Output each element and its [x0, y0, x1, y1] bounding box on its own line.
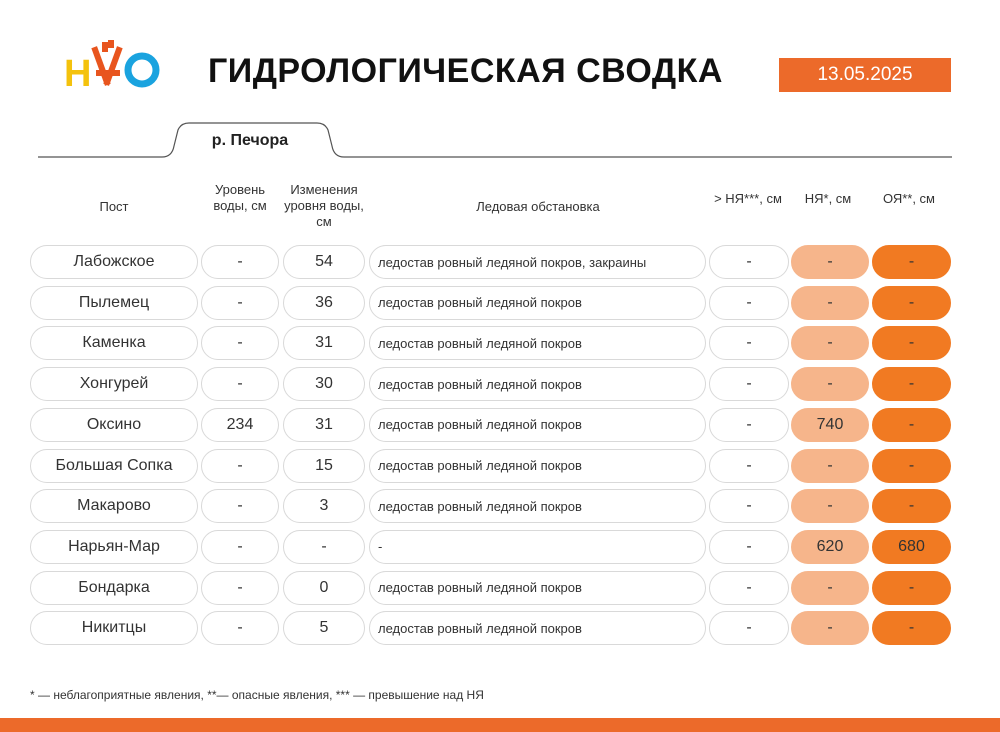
cell-above: -	[709, 448, 789, 483]
river-tab[interactable]: р. Печора	[211, 132, 289, 149]
page-title: ГИДРОЛОГИЧЕСКАЯ СВОДКА	[208, 52, 723, 90]
cell-above: -	[709, 529, 789, 564]
cell-post: Нарьян-Мар	[30, 529, 198, 564]
cell-change: 31	[283, 326, 365, 361]
cell-post: Лабожское	[30, 245, 198, 279]
cell-oy: -	[872, 367, 951, 402]
nao-logo: Н	[64, 40, 160, 92]
cell-change: 3	[283, 489, 365, 524]
cell-ny: -	[791, 611, 869, 646]
cell-ny: -	[791, 570, 869, 605]
cell-above: -	[709, 285, 789, 320]
cell-ice: ледостав ровный ледяной покров	[369, 489, 706, 524]
cell-post: Макарово	[30, 489, 198, 524]
col-header-level: Уровень воды, см	[213, 182, 267, 213]
cell-change: 0	[283, 570, 365, 605]
cell-ny: 620	[791, 529, 869, 564]
cell-level: -	[201, 529, 279, 564]
cell-ice: ледостав ровный ледяной покров	[369, 407, 706, 442]
col-header-above-ny: > НЯ***, см	[714, 191, 782, 206]
svg-text:Н: Н	[64, 53, 91, 92]
col-header-change: Изменения уровня воды, см	[284, 182, 364, 229]
cell-oy: -	[872, 448, 951, 483]
col-header-post: Пост	[99, 199, 129, 214]
cell-post: Оксино	[30, 407, 198, 442]
cell-change: 54	[283, 245, 365, 279]
cell-level: -	[201, 448, 279, 483]
cell-above: -	[709, 367, 789, 402]
cell-above: -	[709, 570, 789, 605]
cell-ice: -	[369, 529, 706, 564]
cell-above: -	[709, 611, 789, 646]
cell-change: -	[283, 529, 365, 564]
date-badge: 13.05.2025	[779, 58, 951, 92]
cell-level: -	[201, 285, 279, 320]
cell-oy: -	[872, 570, 951, 605]
cell-change: 15	[283, 448, 365, 483]
cell-oy: -	[872, 326, 951, 361]
cell-ice: ледостав ровный ледяной покров	[369, 570, 706, 605]
cell-level: -	[201, 489, 279, 524]
cell-ny: -	[791, 448, 869, 483]
cell-change: 36	[283, 285, 365, 320]
col-header-ny: НЯ*, см	[804, 191, 852, 206]
cell-post: Большая Сопка	[30, 448, 198, 483]
cell-level: -	[201, 611, 279, 646]
cell-post: Бондарка	[30, 570, 198, 605]
cell-above: -	[709, 407, 789, 442]
cell-post: Каменка	[30, 326, 198, 361]
cell-post: Хонгурей	[30, 367, 198, 402]
cell-ice: ледостав ровный ледяной покров	[369, 285, 706, 320]
cell-above: -	[709, 489, 789, 524]
cell-level: -	[201, 326, 279, 361]
cell-change: 31	[283, 407, 365, 442]
river-tab-outline	[38, 122, 952, 158]
cell-above: -	[709, 326, 789, 361]
cell-ice: ледостав ровный ледяной покров	[369, 448, 706, 483]
cell-ice: ледостав ровный ледяной покров	[369, 326, 706, 361]
cell-above: -	[709, 245, 789, 279]
cell-oy: -	[872, 407, 951, 442]
cell-oy: -	[872, 489, 951, 524]
cell-ny: -	[791, 367, 869, 402]
cell-oy: -	[872, 611, 951, 646]
cell-ny: -	[791, 285, 869, 320]
col-header-oy: ОЯ**, см	[883, 191, 935, 206]
cell-ny: -	[791, 489, 869, 524]
cell-oy: 680	[872, 529, 951, 564]
cell-ny: -	[791, 245, 869, 279]
bottom-accent-bar	[0, 718, 1000, 732]
cell-level: -	[201, 570, 279, 605]
cell-ice: ледостав ровный ледяной покров	[369, 611, 706, 646]
cell-oy: -	[872, 245, 951, 279]
cell-change: 30	[283, 367, 365, 402]
cell-oy: -	[872, 285, 951, 320]
cell-ice: ледостав ровный ледяной покров	[369, 367, 706, 402]
cell-level: -	[201, 245, 279, 279]
cell-post: Никитцы	[30, 611, 198, 646]
cell-level: -	[201, 367, 279, 402]
cell-level: 234	[201, 407, 279, 442]
cell-ny: -	[791, 326, 869, 361]
cell-change: 5	[283, 611, 365, 646]
col-header-ice: Ледовая обстановка	[476, 199, 600, 214]
cell-post: Пылемец	[30, 285, 198, 320]
footnote: * — неблагоприятные явления, **— опасные…	[30, 688, 484, 702]
cell-ny: 740	[791, 407, 869, 442]
cell-ice: ледостав ровный ледяной покров, закраины	[369, 245, 706, 279]
